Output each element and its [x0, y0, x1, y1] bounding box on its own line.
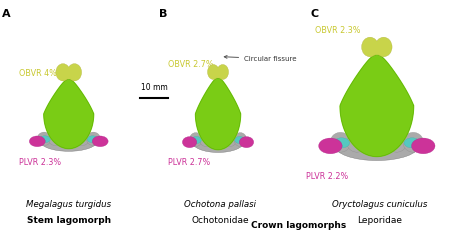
Polygon shape	[44, 79, 93, 149]
Text: Ochotona pallasi: Ochotona pallasi	[184, 200, 256, 209]
Text: OBVR 2.3%: OBVR 2.3%	[315, 26, 361, 34]
Ellipse shape	[403, 132, 423, 152]
Ellipse shape	[208, 64, 219, 79]
Text: PLVR 2.3%: PLVR 2.3%	[19, 158, 61, 167]
Ellipse shape	[191, 137, 201, 144]
Text: PLVR 2.7%: PLVR 2.7%	[168, 158, 210, 167]
Ellipse shape	[239, 137, 254, 148]
Ellipse shape	[330, 132, 351, 152]
Ellipse shape	[217, 64, 228, 79]
Ellipse shape	[62, 132, 76, 146]
Ellipse shape	[212, 133, 224, 146]
Ellipse shape	[64, 67, 74, 79]
Text: B: B	[159, 9, 167, 19]
Text: Ochotonidae: Ochotonidae	[191, 216, 249, 225]
Text: Crown lagomorphs: Crown lagomorphs	[251, 221, 346, 230]
Ellipse shape	[200, 133, 212, 146]
Polygon shape	[196, 78, 241, 150]
Ellipse shape	[92, 136, 108, 147]
Ellipse shape	[319, 138, 342, 154]
Text: Oryctolagus cuniculus: Oryctolagus cuniculus	[331, 200, 427, 209]
Ellipse shape	[39, 136, 50, 143]
Ellipse shape	[182, 137, 197, 148]
Text: 10 mm: 10 mm	[141, 83, 167, 92]
Ellipse shape	[87, 136, 98, 143]
Ellipse shape	[86, 132, 100, 146]
Text: Megalagus turgidus: Megalagus turgidus	[26, 200, 111, 209]
Text: Leporidae: Leporidae	[357, 216, 401, 225]
Ellipse shape	[56, 64, 70, 81]
Ellipse shape	[346, 132, 367, 152]
Ellipse shape	[362, 37, 379, 57]
Text: A: A	[2, 9, 11, 19]
Ellipse shape	[404, 138, 420, 148]
Ellipse shape	[192, 131, 244, 152]
Ellipse shape	[334, 138, 350, 148]
Ellipse shape	[371, 41, 383, 55]
Ellipse shape	[386, 132, 407, 152]
Ellipse shape	[411, 138, 435, 154]
Ellipse shape	[334, 130, 419, 161]
Text: NcSR 36.2%: NcSR 36.2%	[195, 106, 241, 115]
Ellipse shape	[214, 67, 222, 78]
Ellipse shape	[190, 133, 202, 146]
Text: C: C	[310, 9, 319, 19]
Ellipse shape	[75, 132, 89, 146]
Text: Circular fissure: Circular fissure	[224, 55, 297, 62]
Text: Stem lagomorph: Stem lagomorph	[27, 216, 111, 225]
Ellipse shape	[235, 137, 245, 144]
Text: NcSR 19%: NcSR 19%	[49, 111, 88, 120]
Ellipse shape	[29, 136, 45, 147]
Ellipse shape	[37, 132, 51, 146]
Ellipse shape	[366, 132, 387, 152]
Text: NcSR 34.7%: NcSR 34.7%	[351, 96, 398, 105]
Ellipse shape	[67, 64, 82, 81]
Ellipse shape	[48, 132, 62, 146]
Text: OBVR 4%: OBVR 4%	[19, 70, 57, 78]
Ellipse shape	[375, 37, 392, 57]
Ellipse shape	[234, 133, 246, 146]
Polygon shape	[340, 55, 413, 156]
Ellipse shape	[224, 133, 237, 146]
Text: OBVR 2.7%: OBVR 2.7%	[168, 60, 214, 69]
Text: PLVR 2.2%: PLVR 2.2%	[306, 172, 348, 181]
Ellipse shape	[40, 131, 98, 151]
